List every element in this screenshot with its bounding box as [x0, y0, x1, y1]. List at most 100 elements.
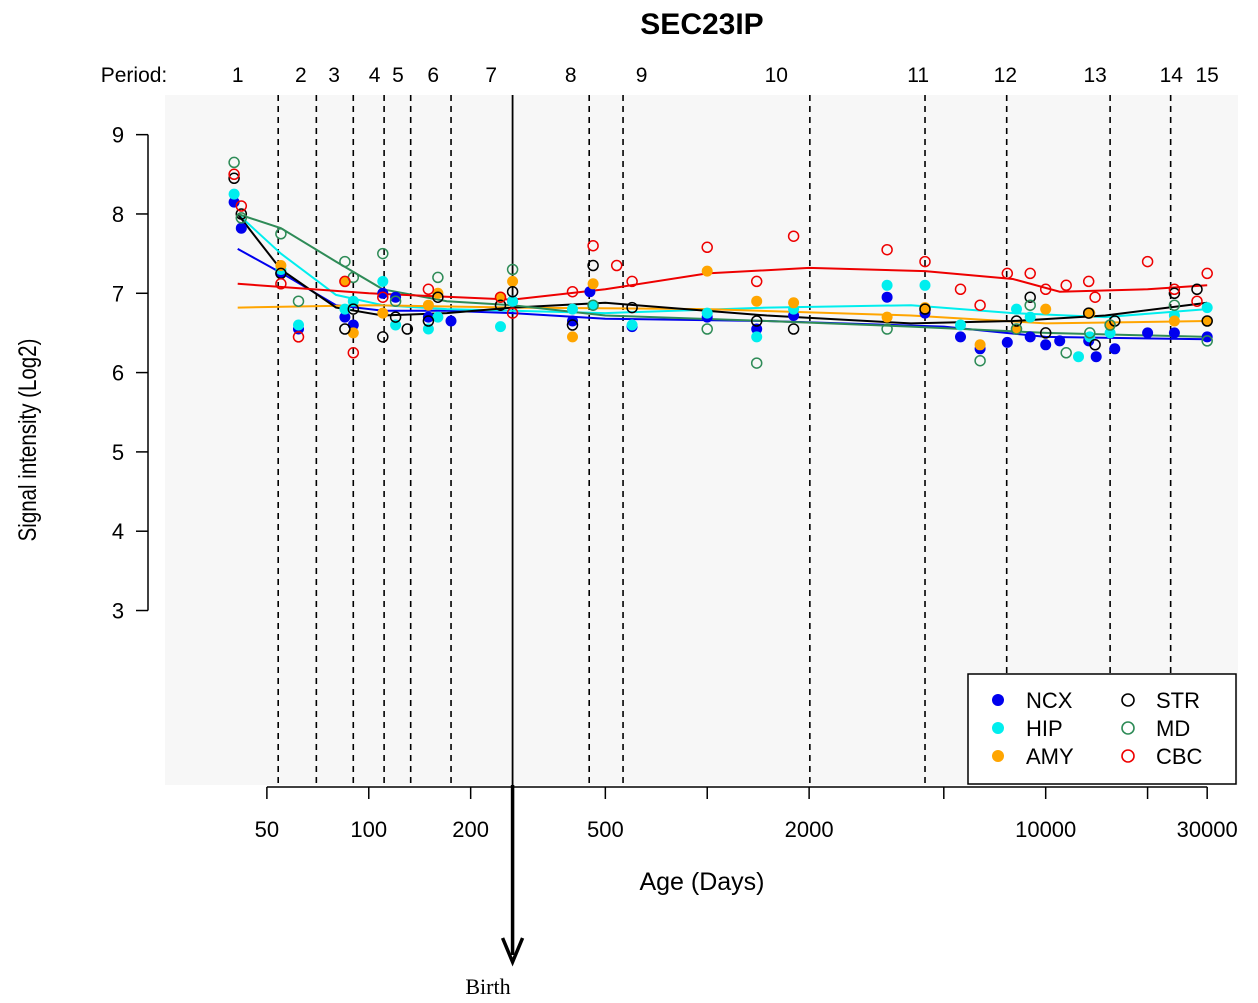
point-cbc-19 — [919, 255, 931, 268]
point-hip-16 — [751, 331, 763, 343]
point-ncx-10 — [445, 315, 457, 327]
point-md-16 — [1010, 323, 1023, 335]
y-tick-label-9: 9 — [112, 123, 124, 148]
point-ncx-7 — [377, 287, 389, 299]
point-ncx-18 — [881, 291, 893, 303]
point-cbc-12 — [587, 239, 599, 252]
point-hip-20 — [955, 319, 966, 331]
point-md-15 — [974, 354, 986, 367]
point-cbc-8 — [422, 283, 435, 296]
point-amy-12 — [751, 295, 763, 307]
point-str-1 — [228, 172, 240, 185]
point-amy-20 — [1104, 319, 1116, 331]
point-md-9 — [432, 271, 444, 284]
point-md-10 — [506, 263, 519, 276]
point-str-9 — [422, 315, 435, 327]
legend: NCX HIP AMY STR MD CBC — [967, 673, 1237, 785]
point-cbc-4 — [292, 331, 305, 343]
point-str-12 — [506, 285, 519, 298]
point-ncx-24 — [1040, 339, 1052, 351]
period-label-13: 13 — [1083, 64, 1106, 87]
period-label-10: 10 — [765, 64, 788, 87]
point-str-6 — [377, 331, 389, 343]
birth-label: Birth — [465, 974, 510, 999]
period-label-12: 12 — [994, 64, 1017, 87]
point-amy-2 — [339, 275, 351, 287]
birth-marker — [500, 95, 525, 967]
point-md-8 — [389, 295, 402, 307]
point-str-19 — [1010, 315, 1023, 327]
point-md-3 — [275, 228, 287, 240]
chart-title: SEC23IP — [640, 8, 763, 41]
trend-line-cbc — [237, 266, 1208, 301]
period-label-2: 2 — [295, 64, 307, 87]
legend-marker-amy — [992, 750, 1004, 762]
point-cbc-22 — [1001, 267, 1014, 280]
point-ncx-6 — [347, 319, 359, 331]
point-ncx-16 — [751, 323, 763, 335]
point-str-17 — [787, 323, 800, 335]
period-label-5: 5 — [392, 64, 404, 87]
point-md-17 — [1024, 299, 1036, 311]
point-cbc-3 — [275, 278, 287, 290]
point-ncx-29 — [1142, 327, 1154, 339]
legend-marker-cbc — [1121, 749, 1135, 763]
legend-marker-hip — [992, 722, 1004, 734]
x-tick-label-10000: 10000 — [1015, 817, 1076, 842]
point-str-11 — [494, 299, 507, 311]
point-md-4 — [292, 295, 305, 307]
legend-label-cbc: CBC — [1156, 744, 1203, 769]
point-hip-27 — [1201, 302, 1213, 314]
point-str-25 — [1168, 287, 1181, 300]
legend-label-md: MD — [1156, 716, 1190, 741]
point-hip-25 — [1104, 327, 1116, 339]
x-axis-label: Age (Days) — [639, 868, 764, 896]
legend-box — [967, 673, 1237, 785]
point-md-18 — [1060, 347, 1072, 359]
point-amy-21 — [1168, 315, 1180, 327]
point-cbc-24 — [1039, 283, 1052, 296]
point-amy-17 — [1011, 323, 1022, 335]
point-hip-12 — [567, 303, 578, 315]
point-hip-7 — [390, 319, 402, 331]
point-md-11 — [587, 299, 599, 311]
y-tick-label-3: 3 — [112, 599, 124, 624]
y-tick-label-5: 5 — [112, 440, 124, 465]
point-str-20 — [1024, 291, 1036, 303]
period-label-14: 14 — [1160, 64, 1184, 87]
point-md-12 — [701, 323, 713, 335]
point-cbc-31 — [1201, 267, 1213, 280]
point-cbc-6 — [347, 347, 360, 359]
point-hip-19 — [919, 279, 931, 291]
x-tick-label-100: 100 — [350, 817, 387, 842]
period-label-3: 3 — [328, 64, 340, 87]
point-amy-11 — [701, 265, 713, 277]
point-str-14 — [587, 259, 599, 272]
point-amy-5 — [422, 299, 434, 311]
point-ncx-28 — [1109, 343, 1121, 355]
point-cbc-27 — [1089, 291, 1101, 303]
point-str-13 — [566, 319, 579, 331]
point-md-14 — [881, 323, 893, 335]
birth-arrow-head — [500, 937, 525, 967]
point-str-16 — [750, 315, 763, 327]
point-md-7 — [377, 247, 389, 260]
legend-label-amy: AMY — [1026, 744, 1074, 769]
point-hip-15 — [701, 307, 713, 319]
point-cbc-16 — [750, 275, 763, 288]
point-ncx-9 — [422, 311, 434, 323]
legend-label-str: STR — [1156, 688, 1200, 713]
trend-lines — [236, 213, 1208, 341]
point-cbc-1 — [228, 168, 240, 181]
point-amy-10 — [587, 278, 599, 290]
point-hip-8 — [422, 323, 434, 335]
point-cbc-30 — [1191, 295, 1203, 307]
point-str-27 — [1201, 315, 1213, 327]
point-hip-14 — [626, 319, 638, 331]
point-ncx-30 — [1168, 327, 1180, 339]
point-amy-4 — [377, 307, 389, 319]
point-str-23 — [1089, 339, 1101, 351]
point-hip-22 — [1024, 311, 1036, 323]
point-md-1 — [228, 156, 240, 169]
